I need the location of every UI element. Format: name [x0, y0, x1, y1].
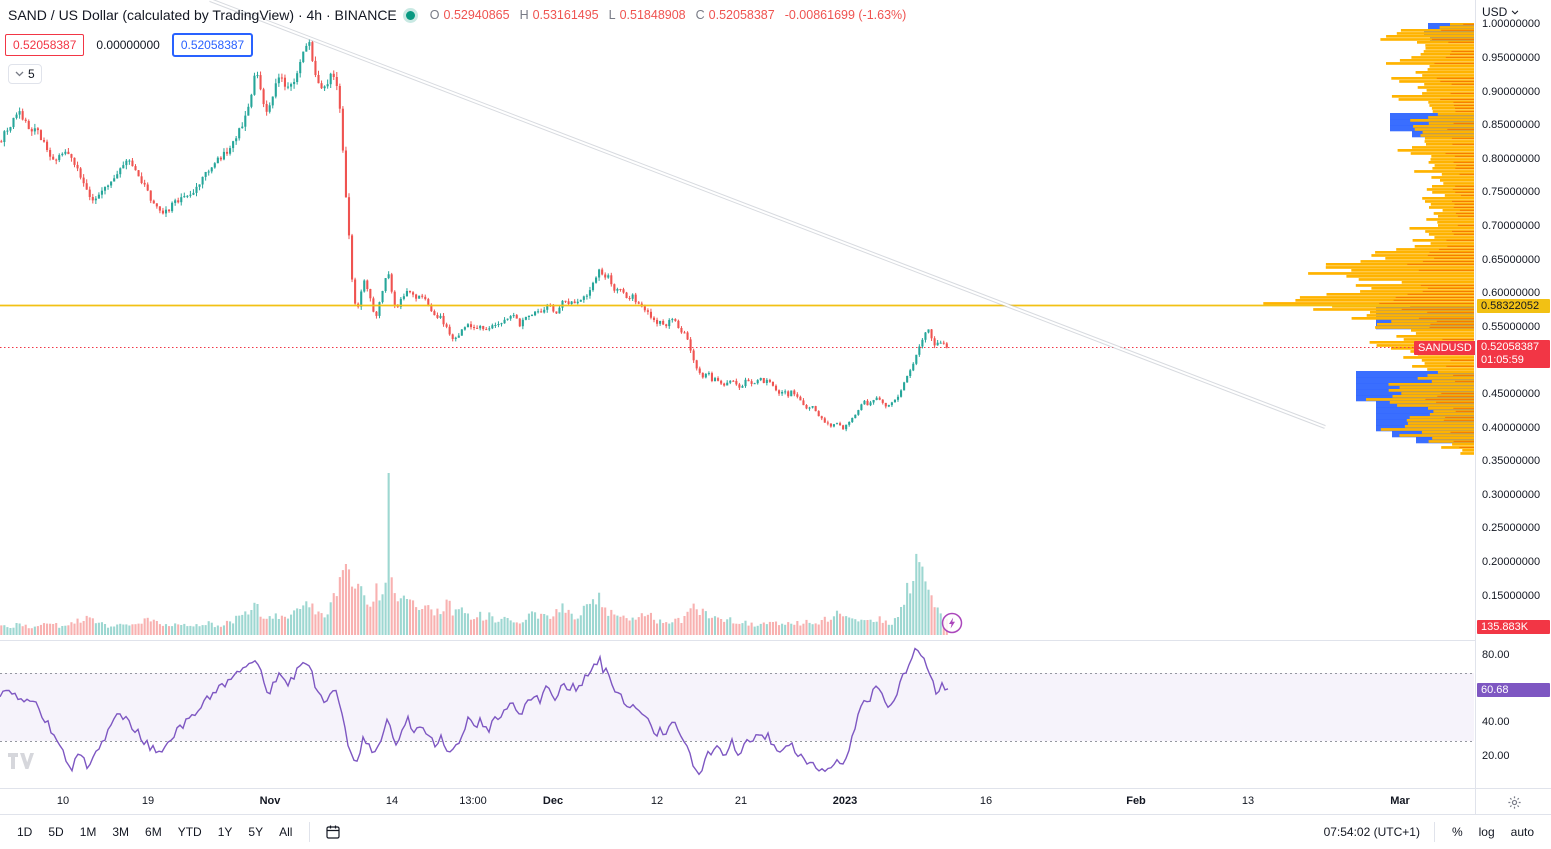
- price-tick-label: 0.20000000: [1482, 556, 1541, 568]
- time-tick-label: 13: [1241, 795, 1255, 807]
- price-tick-label: 0.25000000: [1482, 522, 1541, 534]
- low-value: 0.51848908: [619, 8, 686, 22]
- time-tick-label: 2023: [832, 795, 858, 807]
- tradingview-logo[interactable]: [8, 753, 34, 769]
- price-tick-label: 0.95000000: [1482, 52, 1541, 64]
- close-value: 0.52058387: [708, 8, 775, 22]
- market-open-icon[interactable]: [405, 10, 415, 20]
- price-tick-label: 0.30000000: [1482, 489, 1541, 501]
- rsi-value-badge: 60.68: [1477, 683, 1550, 697]
- drawing-price-labels: 0.52058387 0.00000000 0.52058387: [5, 33, 254, 57]
- price-tick-label: 0.85000000: [1482, 119, 1541, 131]
- time-tick-label: 10: [56, 795, 70, 807]
- time-tick-label: Nov: [259, 795, 281, 807]
- price-tick-label: 0.45000000: [1482, 388, 1541, 400]
- quick-trade-button[interactable]: [941, 612, 963, 634]
- price-tick-label: 0.40000000: [1482, 422, 1541, 434]
- calendar-icon: [326, 825, 341, 839]
- chevron-down-icon: [1512, 9, 1519, 15]
- price-tick-label: 0.90000000: [1482, 86, 1541, 98]
- range-button-all[interactable]: All: [272, 821, 299, 843]
- currency-selector[interactable]: USD: [1482, 5, 1519, 19]
- range-button-1d[interactable]: 1D: [10, 821, 39, 843]
- date-range-buttons: 1D 5D 1M 3M 6M YTD 1Y 5Y All: [10, 821, 346, 843]
- time-tick-label: Feb: [1126, 795, 1146, 807]
- price-label-red[interactable]: 0.52058387: [5, 34, 85, 56]
- rsi-tick-label: 20.00: [1482, 750, 1510, 762]
- chart-pane[interactable]: SAND / US Dollar (calculated by TradingV…: [0, 0, 1476, 788]
- time-tick-label: 21: [734, 795, 748, 807]
- yellow-price-badge: 0.58322052: [1477, 299, 1550, 313]
- time-tick-label: 14: [385, 795, 399, 807]
- range-button-6m[interactable]: 6M: [138, 821, 169, 843]
- range-button-3m[interactable]: 3M: [105, 821, 136, 843]
- go-to-date-button[interactable]: [320, 821, 346, 843]
- time-tick-label: Mar: [1390, 795, 1410, 807]
- price-tick-label: 1.00000000: [1482, 18, 1541, 30]
- price-tick-label: 0.60000000: [1482, 287, 1541, 299]
- price-tick-label: 0.15000000: [1482, 590, 1541, 602]
- range-button-1m[interactable]: 1M: [73, 821, 104, 843]
- time-tick-label: 12: [650, 795, 664, 807]
- rsi-panel-canvas[interactable]: [0, 641, 1475, 788]
- auto-scale-button[interactable]: auto: [1504, 821, 1541, 843]
- range-button-5d[interactable]: 5D: [41, 821, 70, 843]
- price-tick-label: 0.35000000: [1482, 455, 1541, 467]
- time-tick-label: 16: [979, 795, 993, 807]
- time-tick-label: Dec: [542, 795, 564, 807]
- price-label-zero: 0.00000000: [94, 35, 162, 55]
- volume-badge: 135.883K: [1477, 620, 1550, 634]
- bottom-toolbar: 1D 5D 1M 3M 6M YTD 1Y 5Y All 07:54:02 (U…: [0, 814, 1551, 849]
- open-value: 0.52940865: [443, 8, 510, 22]
- symbol-title[interactable]: SAND / US Dollar (calculated by TradingV…: [8, 7, 397, 23]
- price-tick-label: 0.65000000: [1482, 254, 1541, 266]
- price-tick-label: 0.55000000: [1482, 321, 1541, 333]
- close-label: C: [695, 8, 705, 22]
- symbol-price-line-label: SANDUSD: [1414, 341, 1476, 355]
- rsi-tick-label: 80.00: [1482, 649, 1510, 661]
- axis-corner: [1475, 789, 1551, 815]
- price-label-blue[interactable]: 0.52058387: [171, 33, 254, 57]
- bar-countdown: 01:05:59: [1481, 354, 1524, 366]
- price-tick-label: 0.70000000: [1482, 220, 1541, 232]
- scale-controls: 07:54:02 (UTC+1) % log auto: [1320, 821, 1541, 843]
- currency-label: USD: [1482, 5, 1508, 19]
- percent-scale-button[interactable]: %: [1445, 821, 1470, 843]
- open-label: O: [429, 8, 440, 22]
- rsi-tick-label: 40.00: [1482, 716, 1510, 728]
- clock[interactable]: 07:54:02 (UTC+1): [1323, 825, 1420, 839]
- change-value: -0.00861699 (-1.63%): [784, 8, 907, 22]
- indicators-collapse-toggle[interactable]: 5: [8, 64, 42, 84]
- range-button-ytd[interactable]: YTD: [171, 821, 209, 843]
- high-label: H: [519, 8, 529, 22]
- high-value: 0.53161495: [532, 8, 599, 22]
- chevron-down-icon: [15, 71, 24, 77]
- price-tick-label: 0.80000000: [1482, 153, 1541, 165]
- time-axis[interactable]: 10 19 Nov 14 13:00 Dec 12 21 2023 16 Feb 13 Mar: [0, 788, 1551, 815]
- settings-gear-icon[interactable]: [1507, 795, 1522, 810]
- hidden-indicators-count: 5: [28, 67, 35, 81]
- time-tick-label: 19: [141, 795, 155, 807]
- price-axis[interactable]: USD 0.58322052 0.52058387 01:05:59 135.8…: [1475, 0, 1551, 788]
- range-button-1y[interactable]: 1Y: [211, 821, 240, 843]
- toolbar-divider: [309, 822, 311, 842]
- price-chart-canvas[interactable]: [0, 0, 1475, 640]
- low-label: L: [608, 8, 616, 22]
- tv-logo-icon: [8, 753, 34, 769]
- toolbar-divider: [1433, 822, 1435, 842]
- chart-legend: SAND / US Dollar (calculated by TradingV…: [8, 7, 906, 23]
- current-price-value: 0.52058387: [1481, 341, 1540, 353]
- panel-separator[interactable]: [0, 640, 1475, 641]
- price-tick-label: 0.75000000: [1482, 186, 1541, 198]
- lightning-icon: [941, 612, 963, 634]
- range-button-5y[interactable]: 5Y: [241, 821, 270, 843]
- current-price-badge: 0.52058387 01:05:59: [1477, 340, 1550, 368]
- ohlc-values: O 0.52940865 H 0.53161495 L 0.51848908 C 0.5…: [424, 8, 907, 22]
- time-tick-label: 13:00: [459, 795, 487, 807]
- log-scale-button[interactable]: log: [1472, 821, 1502, 843]
